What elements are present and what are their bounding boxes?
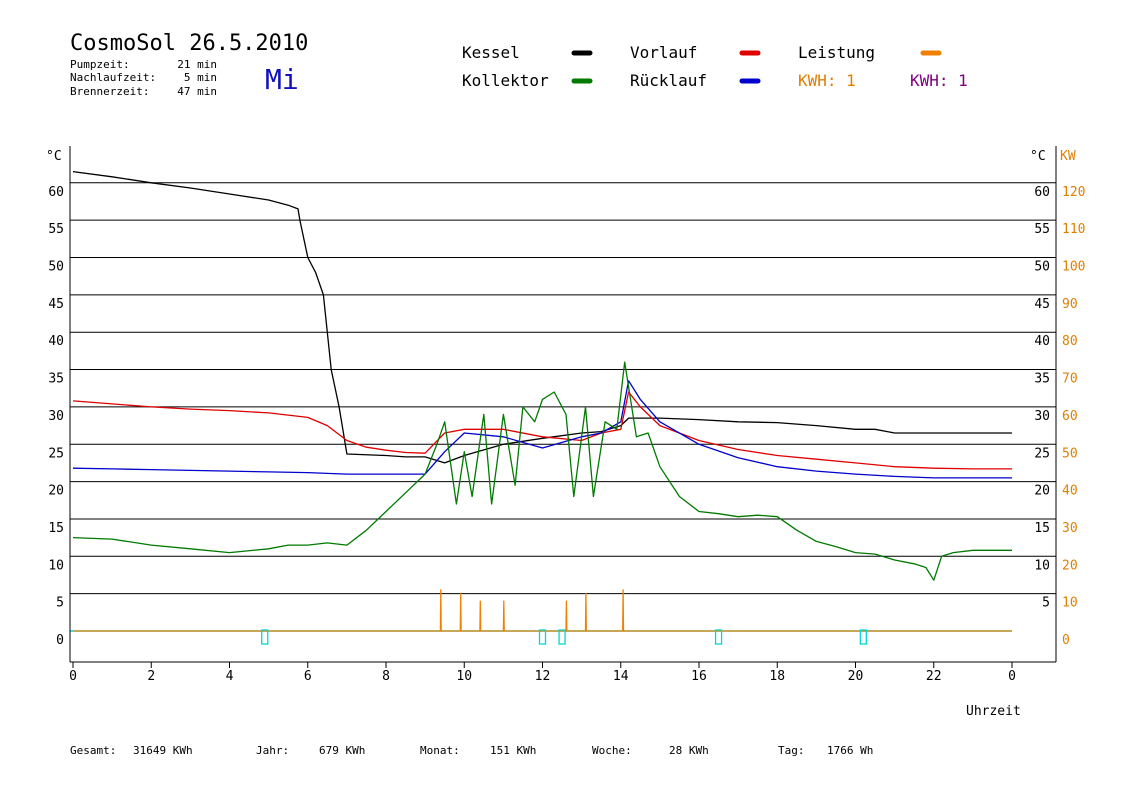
baseline-marker: [261, 629, 269, 645]
zero-markers: [261, 629, 867, 645]
x-tick-label: 8: [382, 669, 390, 684]
footer-stats: Gesamt: 31649 KWh Jahr: 679 KWh Monat: 1…: [70, 744, 873, 757]
x-tick-label: 20: [848, 669, 864, 684]
footer-label-monat: Monat:: [420, 744, 460, 757]
baseline-marker: [714, 629, 723, 645]
baseline-marker: [558, 629, 566, 645]
y-tick-label-right: 35: [1034, 372, 1050, 387]
y-tick-label-left: 10: [48, 558, 64, 573]
baseline-marker: [538, 629, 547, 645]
power-tick-label: 10: [1062, 596, 1078, 611]
y-tick-label-left: 15: [48, 521, 64, 536]
footer-value-monat: 151 KWh: [490, 744, 536, 757]
y-tick-label-right: 40: [1034, 334, 1050, 349]
x-tick-label: 0: [69, 669, 77, 684]
series-line-kessel: [72, 170, 1012, 464]
y-tick-label-left: 5: [56, 596, 64, 611]
x-tick-label: 0: [1008, 669, 1016, 684]
footer-label-jahr: Jahr:: [256, 744, 289, 757]
x-tick-label: 14: [613, 669, 629, 684]
grid: [70, 182, 1056, 632]
footer-label-woche: Woche:: [592, 744, 632, 757]
legend-label-vorlauf: Vorlauf: [630, 43, 697, 62]
power-tick-label: 0: [1062, 633, 1070, 648]
footer-value-woche: 28 KWh: [669, 744, 709, 757]
legend-label-leistung: Leistung: [798, 43, 875, 62]
footer-value-jahr: 679 KWh: [319, 744, 365, 757]
power-tick-label: 40: [1062, 484, 1078, 499]
power-tick-label: 80: [1062, 334, 1078, 349]
y-tick-label-right: 55: [1034, 222, 1050, 237]
x-tick-label: 6: [304, 669, 312, 684]
x-tick-label: 2: [147, 669, 155, 684]
power-tick-label: 30: [1062, 521, 1078, 536]
x-tick-label: 12: [535, 669, 551, 684]
kwh-a-label: KWH: 1: [798, 71, 856, 90]
stats-block: Pumpzeit: 21 min Nachlaufzeit: 5 min Bre…: [70, 58, 217, 98]
footer-label-gesamt: Gesamt:: [70, 744, 116, 757]
x-tick-label: 10: [456, 669, 472, 684]
y-unit-right-temp: °C: [1030, 149, 1046, 164]
y-tick-label-left: 55: [48, 222, 64, 237]
power-tick-label: 60: [1062, 409, 1078, 424]
stat-label-brennerzeit: Brennerzeit:: [70, 85, 149, 98]
stat-value-brennerzeit: 47 min: [177, 85, 217, 98]
y-tick-label-left: 40: [48, 334, 64, 349]
power-tick-label: 50: [1062, 446, 1078, 461]
x-tick-label: 22: [926, 669, 942, 684]
y-tick-label-right: 5: [1042, 596, 1050, 611]
y-tick-label-right: 15: [1034, 521, 1050, 536]
y-tick-label-right: 10: [1034, 558, 1050, 573]
x-tick-label: 18: [769, 669, 785, 684]
power-tick-label: 70: [1062, 372, 1078, 387]
y-tick-label-right: 20: [1034, 484, 1050, 499]
y-unit-left: °C: [46, 149, 62, 164]
power-tick-label: 100: [1062, 260, 1085, 275]
y-tick-label-right: 30: [1034, 409, 1050, 424]
legend-label-kessel: Kessel: [462, 43, 520, 62]
power-tick-label: 120: [1062, 185, 1085, 200]
stat-label-pumpzeit: Pumpzeit:: [70, 58, 130, 71]
power-tick-label: 110: [1062, 222, 1085, 237]
series-lines: [72, 170, 1012, 632]
stat-value-pumpzeit: 21 min: [177, 58, 217, 71]
day-label: Mi: [265, 63, 299, 96]
y-tick-label-right: 45: [1034, 297, 1050, 312]
power-tick-label: 90: [1062, 297, 1078, 312]
y-tick-label-right: 60: [1034, 185, 1050, 200]
y-tick-label-right: 50: [1034, 260, 1050, 275]
footer-value-tag: 1766 Wh: [827, 744, 873, 757]
kwh-b-label: KWH: 1: [910, 71, 968, 90]
x-tick-label: 4: [226, 669, 234, 684]
series-line-vorlauf: [72, 391, 1012, 470]
footer-label-tag: Tag:: [778, 744, 805, 757]
y-tick-label-left: 30: [48, 409, 64, 424]
legend-label-kollektor: Kollektor: [462, 71, 549, 90]
x-tick-label: 16: [691, 669, 707, 684]
y-tick-label-left: 20: [48, 484, 64, 499]
legend: Kessel Vorlauf Leistung Kollektor Rückla…: [462, 43, 968, 90]
y-tick-label-left: 0: [56, 633, 64, 648]
y-tick-label-left: 25: [48, 446, 64, 461]
y-tick-label-left: 50: [48, 260, 64, 275]
chart-title: CosmoSol 26.5.2010: [70, 31, 308, 56]
y-tick-label-right: 25: [1034, 446, 1050, 461]
series-line-leistung: [73, 589, 1012, 632]
stat-label-nachlaufzeit: Nachlaufzeit:: [70, 71, 156, 84]
stat-value-nachlaufzeit: 5 min: [184, 71, 217, 84]
y-tick-label-left: 60: [48, 185, 64, 200]
y-unit-right-power: KW: [1060, 149, 1076, 164]
x-axis-label: Uhrzeit: [966, 704, 1021, 719]
y-tick-label-left: 45: [48, 297, 64, 312]
power-tick-label: 20: [1062, 558, 1078, 573]
y-tick-label-left: 35: [48, 372, 64, 387]
footer-value-gesamt: 31649 KWh: [133, 744, 193, 757]
baseline-marker: [859, 629, 867, 645]
legend-label-ruecklauf: Rücklauf: [630, 71, 707, 90]
series-line-kollektor: [72, 361, 1012, 581]
